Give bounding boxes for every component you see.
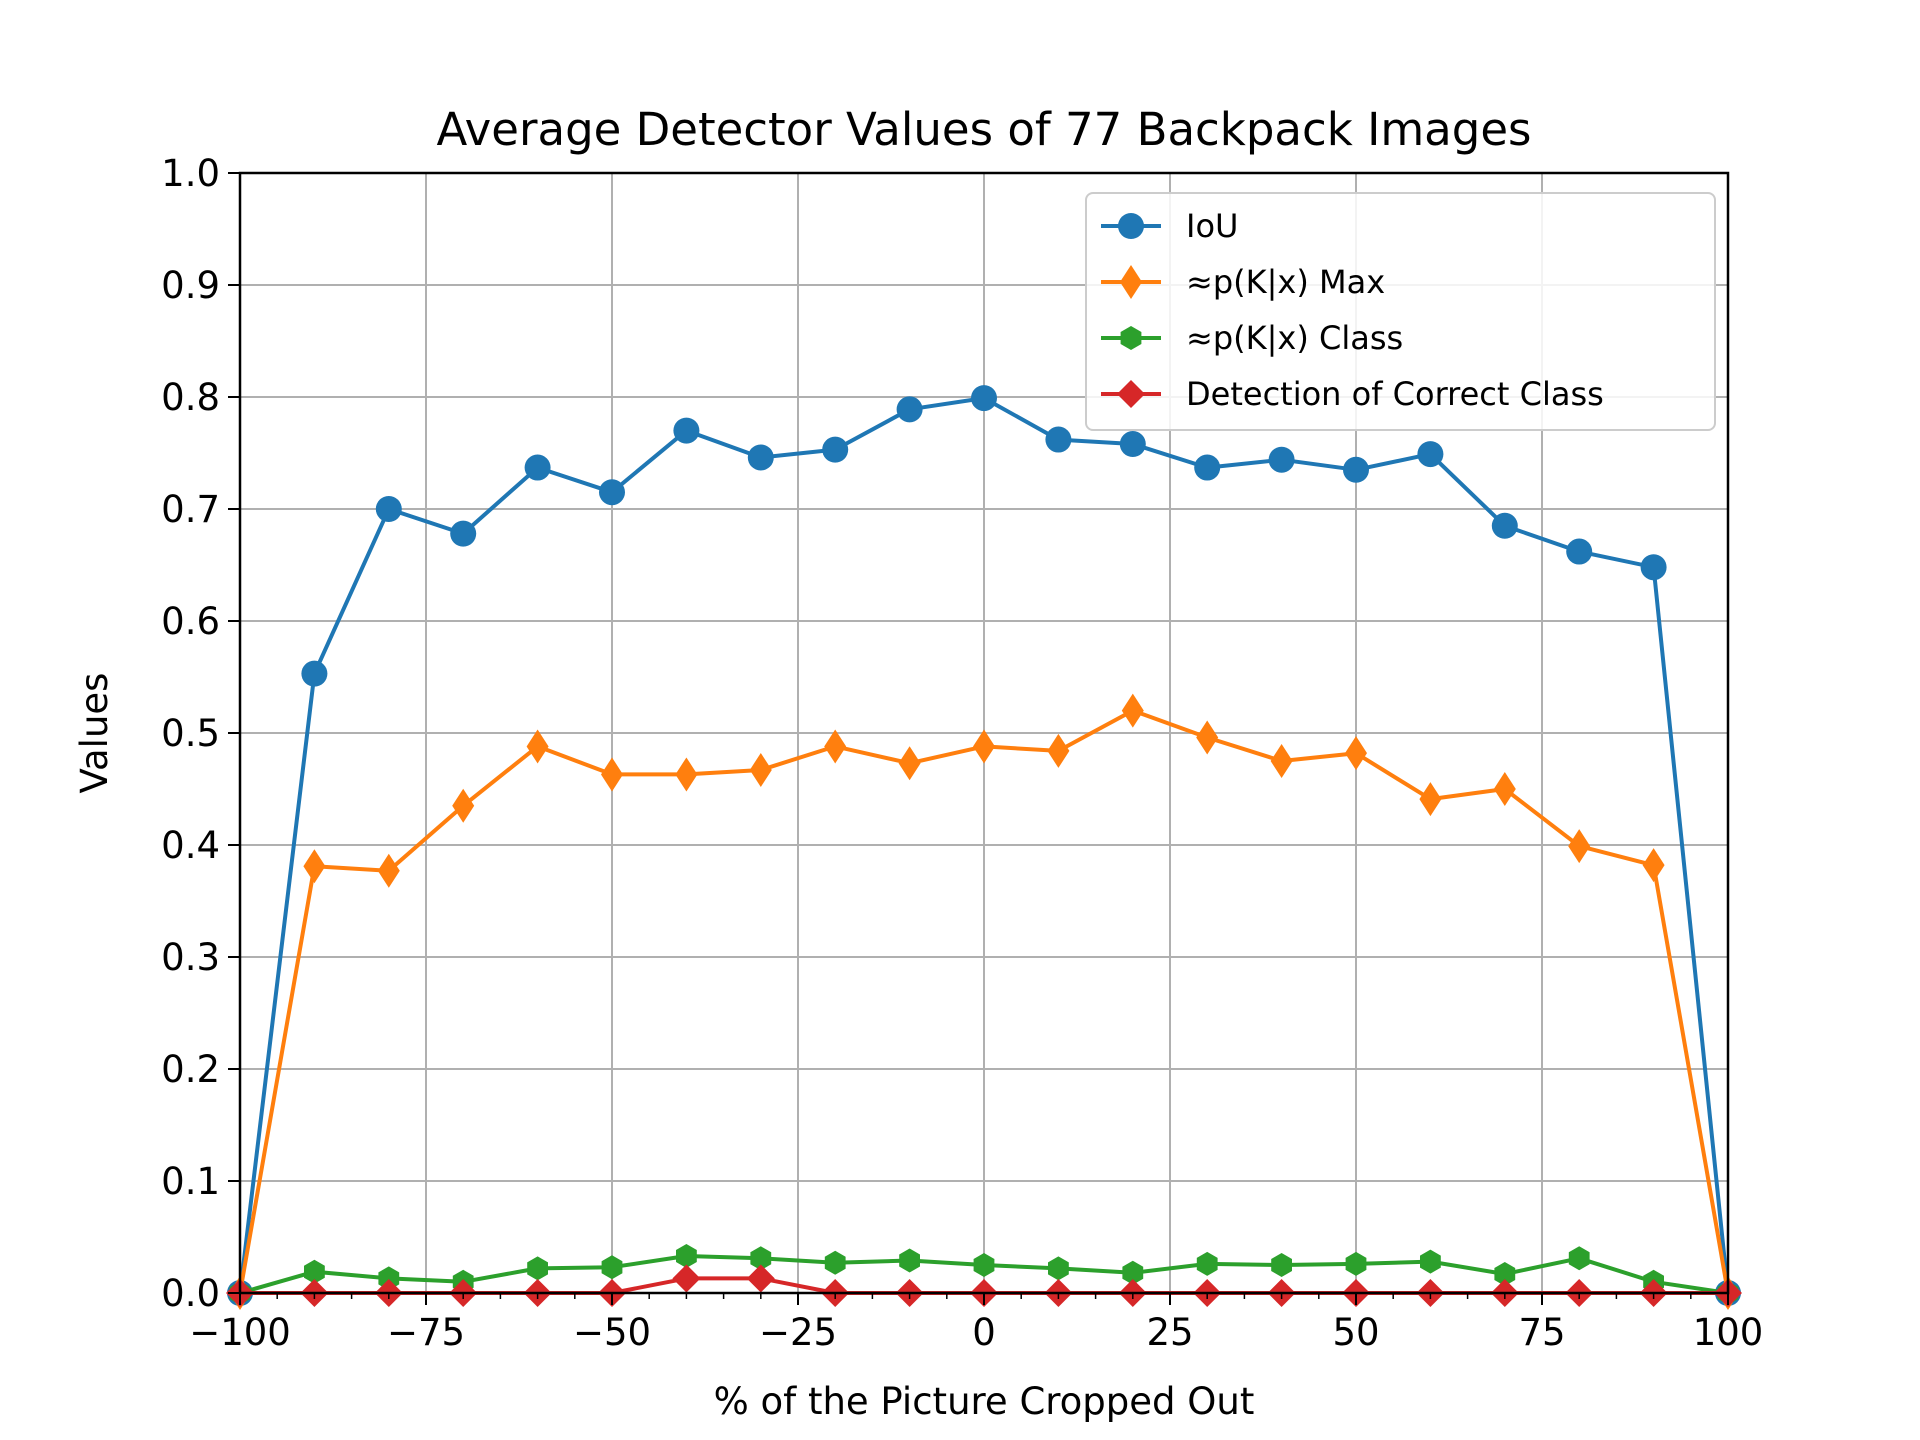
data-point: [1640, 554, 1667, 581]
data-point: [1417, 441, 1444, 468]
data-point: [673, 417, 700, 444]
data-point: [1566, 538, 1593, 565]
x-tick-label: 100: [1693, 1311, 1764, 1354]
data-point: [1568, 1246, 1590, 1271]
legend-marker: [1118, 213, 1144, 239]
data-point: [601, 1255, 623, 1280]
data-point: [1196, 720, 1219, 755]
data-point: [822, 436, 849, 463]
legend-marker: [1120, 326, 1142, 350]
data-point: [303, 849, 326, 884]
data-point: [1122, 1260, 1144, 1285]
y-tick-label: 0.8: [161, 376, 220, 419]
data-point: [526, 729, 549, 764]
data-point: [1345, 1251, 1367, 1276]
data-point: [1047, 733, 1070, 768]
y-tick-label: 0.1: [161, 1160, 220, 1203]
data-point: [1420, 1249, 1441, 1274]
x-tick-label: −50: [573, 1311, 651, 1354]
data-point: [1270, 744, 1293, 778]
data-point: [450, 520, 477, 547]
data-point: [1268, 446, 1295, 473]
legend-marker: [1117, 380, 1145, 408]
legend-label: Detection of Correct Class: [1186, 375, 1604, 413]
data-point: [672, 1264, 701, 1293]
legend: IoU ≈p(K|x) Max ≈p(K|x) Class Detection of …: [1085, 192, 1716, 431]
legend-item: Detection of Correct Class: [1101, 375, 1604, 413]
legend-item: ≈p(K|x) Class: [1101, 319, 1403, 357]
y-tick-label: 1.0: [161, 152, 220, 195]
x-axis-label: % of the Picture Cropped Out: [714, 1380, 1255, 1423]
data-point: [599, 479, 625, 506]
x-tick-label: 50: [1332, 1311, 1379, 1354]
data-point: [1121, 693, 1144, 728]
data-point: [971, 385, 997, 412]
y-tick-label: 0.7: [161, 488, 220, 531]
data-point: [601, 757, 623, 792]
data-point: [1194, 454, 1221, 481]
data-point: [301, 660, 328, 687]
y-tick-label: 0.5: [161, 712, 220, 755]
data-point: [1048, 1256, 1069, 1281]
data-point: [899, 1248, 920, 1273]
data-point: [898, 746, 921, 781]
y-tick-label: 0.0: [161, 1272, 220, 1315]
data-point: [676, 1244, 697, 1268]
y-axis-label: Values: [73, 673, 116, 794]
legend-label: IoU: [1186, 207, 1238, 245]
x-tick-label: 0: [972, 1311, 996, 1354]
x-tick-label: −25: [759, 1311, 837, 1354]
ticks: −100 −75 −50 −25 0 25 50 75 100 0.0 0.1 0.2 0.3 0.4 0.…: [161, 152, 1763, 1354]
data-point: [747, 444, 774, 471]
data-point: [452, 788, 475, 823]
data-point: [1493, 772, 1516, 806]
legend-item: IoU: [1101, 207, 1238, 245]
y-tick-label: 0.9: [161, 264, 220, 307]
data-point: [1491, 512, 1518, 539]
data-point: [973, 729, 995, 764]
data-point: [1343, 456, 1369, 483]
chart-title: Average Detector Values of 77 Backpack I…: [437, 103, 1532, 156]
data-point: [1271, 1253, 1292, 1277]
data-point: [1568, 829, 1591, 864]
data-point: [1045, 426, 1072, 453]
x-tick-label: −75: [387, 1311, 465, 1354]
y-tick-label: 0.4: [161, 824, 220, 867]
y-tick-label: 0.3: [161, 936, 220, 979]
x-tick-label: −100: [189, 1311, 291, 1354]
data-point: [1345, 736, 1367, 771]
data-point: [527, 1256, 548, 1281]
data-point: [375, 496, 402, 522]
data-point: [1494, 1262, 1516, 1286]
y-tick-label: 0.2: [161, 1048, 220, 1091]
data-point: [675, 757, 698, 792]
data-point: [749, 752, 772, 787]
data-point: [377, 853, 400, 888]
data-point: [824, 729, 847, 764]
data-point: [746, 1264, 775, 1293]
data-point: [973, 1253, 995, 1277]
data-point: [524, 454, 551, 481]
data-point: [824, 1250, 846, 1275]
data-point: [1419, 782, 1442, 817]
y-tick-label: 0.6: [161, 600, 220, 643]
legend-item: ≈p(K|x) Max: [1101, 263, 1385, 301]
legend-label: ≈p(K|x) Max: [1186, 263, 1385, 301]
data-point: [1196, 1251, 1218, 1276]
x-tick-label: 25: [1146, 1311, 1193, 1354]
data-point: [896, 396, 923, 423]
data-point: [304, 1259, 325, 1284]
legend-marker: [1120, 265, 1142, 299]
data-point: [750, 1246, 772, 1271]
legend-box: [1085, 192, 1716, 431]
data-point: [1119, 431, 1146, 458]
data-point: [1642, 848, 1665, 883]
x-tick-label: 75: [1518, 1311, 1565, 1354]
legend-label: ≈p(K|x) Class: [1186, 319, 1403, 357]
